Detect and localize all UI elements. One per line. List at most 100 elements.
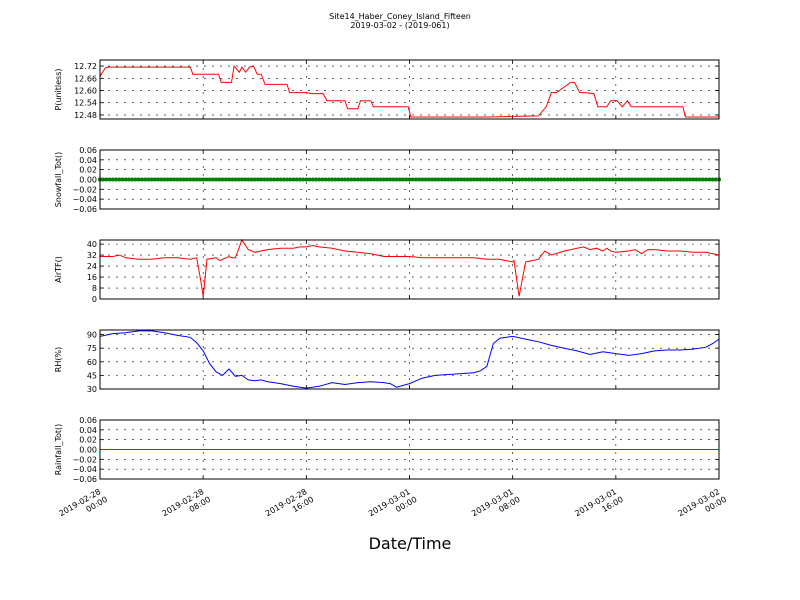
panel-2-data-point [552, 177, 557, 182]
panel-2-data-point [404, 177, 409, 182]
panel-2-data-point [339, 177, 344, 182]
panel-2-data-point [697, 177, 702, 182]
panel-2-data-point [465, 177, 470, 182]
panel-3-series-line [100, 238, 720, 297]
panel-4-frame [99, 329, 720, 390]
panel-2-data-point [397, 177, 402, 182]
panel-2-ytick-label: 0.04 [79, 156, 97, 165]
panel-2-data-point [449, 177, 454, 182]
panel-2-data-point [197, 177, 202, 182]
panel-3-ytick-label: 40 [87, 240, 97, 249]
panel-5-ytick-label: 0.06 [79, 416, 97, 425]
panel-2-data-point [687, 177, 692, 182]
panel-4-ytick-label: 30 [87, 385, 97, 394]
panel-1-frame [99, 59, 720, 120]
panel-2-frame [99, 149, 720, 210]
panel-2-data-point [610, 177, 615, 182]
panel-2-data-point [123, 177, 128, 182]
panel-2-data-point [359, 177, 364, 182]
panel-2-data-point [594, 177, 599, 182]
chart-subtitle: 2019-03-02 - (2019-061) [350, 21, 450, 30]
panel-2-data-point [549, 177, 554, 182]
panel-2-data-point [343, 177, 348, 182]
panel-5-ytick-label: 0.02 [79, 436, 97, 445]
panel-2-data-point [162, 177, 167, 182]
panel-2-data-point [149, 177, 154, 182]
panel-2-data-point [114, 177, 119, 182]
panel-3-frame [99, 239, 720, 300]
panel-2-data-point [462, 177, 467, 182]
panel-2-data-point [172, 177, 177, 182]
panel-2-data-point [391, 177, 396, 182]
panel-2-data-point [226, 177, 231, 182]
panel-2-data-point [394, 177, 399, 182]
panel-4-series-line [99, 330, 720, 389]
panel-2-data-point [626, 177, 631, 182]
panel-3-ytick-label: 0 [92, 295, 97, 304]
panel-2-data-point [623, 177, 628, 182]
panel-2-data-point [207, 177, 212, 182]
panel-2-data-point [110, 177, 115, 182]
panel-2-data-point [355, 177, 360, 182]
panel-2-data-point [468, 177, 473, 182]
panel-1-ytick-label: 12.48 [74, 111, 97, 120]
panel-2-data-point [426, 177, 431, 182]
panel-2-ytick-label: 0.06 [79, 146, 97, 155]
panel-2-data-point [591, 177, 596, 182]
panel-2-data-point [262, 177, 267, 182]
panel-2-data-point [491, 177, 496, 182]
panel-2-data-point [407, 177, 412, 182]
panel-2-data-point [259, 177, 264, 182]
panel-2-data-point [255, 177, 260, 182]
panel-2-data-point [597, 177, 602, 182]
panel-2-data-point [578, 177, 583, 182]
panel-4-ylabel: RH(%) [54, 347, 63, 372]
panel-2-data-point [346, 177, 351, 182]
panel-2-data-point [459, 177, 464, 182]
panel-2-data-point [442, 177, 447, 182]
panel-2-ylabel: Snowfall_Tot() [54, 152, 63, 208]
panel-2-data-point [217, 177, 222, 182]
panel-2-data-point [436, 177, 441, 182]
panel-2-data-point [497, 177, 502, 182]
panel-2-data-point [629, 177, 634, 182]
panel-5-ytick-label: −0.02 [72, 455, 97, 464]
panel-2-ytick-label: −0.04 [72, 195, 97, 204]
panel-2-data-point [139, 177, 144, 182]
panel-2-ytick-label: 0.02 [79, 166, 97, 175]
panel-2-data-point [378, 177, 383, 182]
panel-2-data-point [372, 177, 377, 182]
panel-2-data-point [178, 177, 183, 182]
panel-2-ytick-label: −0.02 [72, 185, 97, 194]
panel-2-data-point [655, 177, 660, 182]
panel-2-data-point [542, 177, 547, 182]
panel-2-data-point [559, 177, 564, 182]
panel-2-data-point [381, 177, 386, 182]
panel-2-data-point [565, 177, 570, 182]
panel-2-data-point [484, 177, 489, 182]
panel-2-data-point [471, 177, 476, 182]
panel-2-data-point [649, 177, 654, 182]
panel-2-data-point [510, 177, 515, 182]
panel-2-data-point [562, 177, 567, 182]
panel-2-data-point [362, 177, 367, 182]
panel-2-data-point [136, 177, 141, 182]
panel-2-data-point [294, 177, 299, 182]
panel-2-data-point [375, 177, 380, 182]
panel-2-data-point [307, 177, 312, 182]
panel-1-series-line [99, 64, 719, 118]
panel-2-data-point [584, 177, 589, 182]
panel-2-data-point [691, 177, 696, 182]
panel-2-data-point [236, 177, 241, 182]
panel-2-data-point [533, 177, 538, 182]
panel-2-data-point [675, 177, 680, 182]
panel-2-data-point [600, 177, 605, 182]
panel-2-data-point [555, 177, 560, 182]
panel-2-data-point [513, 177, 518, 182]
panel-2-data-point [352, 177, 357, 182]
